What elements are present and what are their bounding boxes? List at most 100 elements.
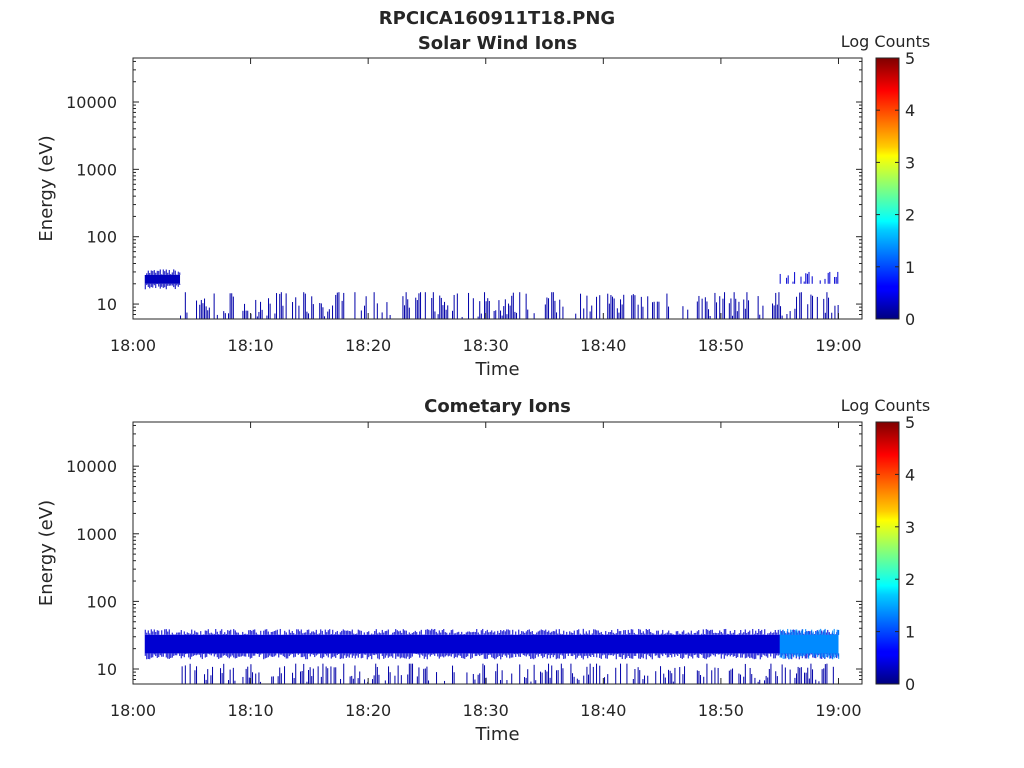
counts-band-edge — [835, 653, 837, 658]
counts-band-edge — [735, 653, 737, 659]
counts-band-edge — [548, 653, 550, 656]
counts-band-edge — [234, 653, 236, 659]
counts-band-edge — [161, 653, 163, 657]
counts-band-edge — [324, 629, 326, 635]
counts-streak — [447, 305, 449, 319]
counts-band-edge — [218, 653, 220, 659]
counts-streak — [544, 669, 546, 684]
counts-streak — [255, 673, 257, 684]
counts-streak — [416, 300, 418, 319]
counts-band-edge — [653, 633, 655, 635]
counts-band-edge — [779, 653, 781, 658]
counts-band-edge — [156, 270, 158, 276]
counts-band-edge — [386, 653, 388, 656]
counts-band-edge — [830, 653, 832, 656]
counts-band-edge — [468, 631, 470, 635]
counts-band-edge — [602, 634, 604, 635]
counts-band-edge — [563, 653, 565, 659]
counts-band-edge — [435, 631, 437, 635]
counts-band-edge — [164, 629, 166, 635]
counts-band-edge — [333, 653, 335, 657]
counts-band-edge — [317, 634, 319, 635]
counts-band-edge — [638, 628, 640, 635]
counts-band-edge — [366, 632, 368, 635]
counts-band-edge — [599, 653, 601, 658]
counts-streak — [412, 663, 414, 684]
counts-band-edge — [300, 653, 302, 658]
counts-band-edge — [398, 631, 400, 635]
counts-band-edge — [749, 653, 751, 659]
counts-band-edge — [522, 653, 524, 656]
counts-band-edge — [668, 653, 670, 658]
counts-streak — [424, 668, 426, 684]
counts-band-edge — [542, 630, 544, 635]
counts-streak — [557, 670, 559, 684]
counts-streak — [767, 677, 769, 684]
counts-streak — [440, 297, 442, 319]
counts-streak — [472, 298, 474, 319]
counts-streak — [757, 296, 759, 319]
counts-streak — [738, 301, 740, 319]
counts-band-edge — [344, 630, 346, 635]
counts-band-edge — [344, 653, 346, 656]
counts-band-edge — [225, 633, 227, 635]
counts-streak — [322, 663, 324, 684]
counts-band-edge — [165, 629, 167, 635]
counts-band-edge — [198, 653, 200, 655]
counts-streak — [256, 316, 258, 319]
counts-band-edge — [174, 270, 176, 276]
x-tick-label: 18:30 — [463, 701, 509, 720]
counts-band-edge — [814, 634, 816, 635]
counts-band-edge — [339, 653, 341, 660]
counts-band-edge — [570, 653, 572, 656]
counts-streak — [596, 296, 598, 319]
counts-streak — [501, 670, 503, 684]
counts-band-edge — [216, 631, 218, 635]
counts-streak — [204, 298, 206, 319]
counts-streak — [759, 314, 761, 319]
counts-streak — [608, 303, 610, 319]
counts-streak — [418, 293, 420, 319]
counts-streak — [194, 670, 196, 684]
counts-streak — [434, 311, 436, 319]
counts-band-edge — [449, 653, 451, 656]
counts-band-edge — [512, 629, 514, 635]
counts-band-edge — [818, 653, 820, 656]
counts-band-edge — [708, 653, 710, 658]
counts-streak — [327, 311, 329, 319]
counts-band-edge — [830, 633, 832, 635]
counts-band-edge — [170, 653, 172, 658]
counts-band-edge — [252, 653, 254, 656]
counts-streak — [714, 292, 716, 319]
counts-band-edge — [699, 653, 701, 655]
counts-band-edge — [678, 633, 680, 635]
counts-band-edge — [821, 630, 823, 635]
counts-band-edge — [755, 630, 757, 635]
counts-band-edge — [387, 653, 389, 658]
counts-band-edge — [306, 629, 308, 635]
counts-band-edge — [314, 653, 316, 658]
counts-band-edge — [315, 629, 317, 635]
counts-band-edge — [768, 633, 770, 635]
counts-band-edge — [251, 630, 253, 635]
counts-streak — [461, 316, 463, 319]
counts-streak — [586, 295, 588, 319]
counts-streak — [260, 681, 262, 684]
counts-band-edge — [228, 630, 230, 635]
counts-streak — [816, 296, 818, 319]
counts-streak — [444, 680, 446, 684]
counts-streak — [800, 292, 802, 319]
counts-band-edge — [312, 631, 314, 635]
counts-streak — [376, 666, 378, 684]
counts-streak — [292, 302, 294, 319]
counts-band-edge — [152, 653, 154, 658]
counts-band-edge — [659, 653, 661, 659]
counts-band-edge — [144, 629, 146, 635]
counts-band-edge — [731, 633, 733, 635]
counts-streak — [799, 292, 801, 319]
counts-streak — [420, 292, 422, 319]
counts-streak — [664, 677, 666, 684]
counts-streak — [308, 313, 310, 319]
counts-streak — [482, 663, 484, 684]
